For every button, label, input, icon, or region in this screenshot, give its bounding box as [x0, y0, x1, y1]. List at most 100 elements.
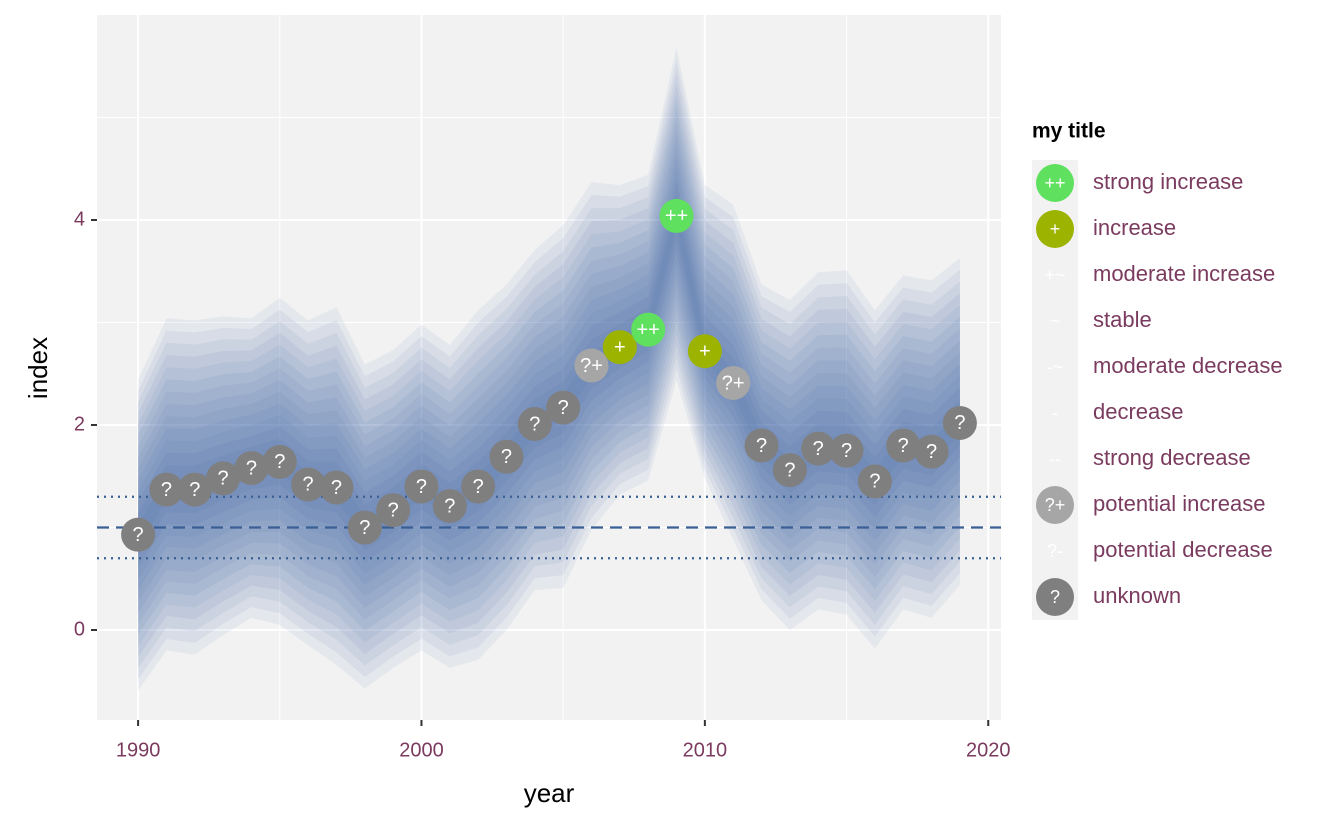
point-label: ? [756, 435, 767, 457]
point-label: ? [359, 517, 370, 539]
point-label: ? [218, 468, 229, 490]
point [376, 493, 411, 528]
point [319, 470, 354, 505]
fan-shade [138, 83, 960, 658]
legend-label: increase [1093, 215, 1176, 240]
x-tick-label: 1990 [116, 739, 161, 761]
point [489, 439, 524, 474]
point [857, 464, 892, 499]
point-label: ? [898, 435, 909, 457]
legend-symbol: -- [1049, 449, 1061, 469]
fan-shade [138, 71, 960, 669]
legend-key [1036, 578, 1074, 616]
point [461, 469, 496, 504]
point-label: ? [416, 476, 427, 498]
legend-label: moderate decrease [1093, 353, 1283, 378]
point-label: ? [133, 524, 144, 546]
x-tick-label: 2000 [399, 739, 444, 761]
fan-shade [138, 179, 960, 569]
y-tick-label: 0 [74, 618, 85, 640]
legend-label: strong increase [1093, 169, 1243, 194]
point [517, 406, 552, 441]
point [744, 428, 779, 463]
point-label: ? [331, 477, 342, 499]
legend-symbol: ?+ [1045, 495, 1066, 515]
point [687, 334, 722, 369]
legend-label: decrease [1093, 399, 1184, 424]
point [404, 469, 439, 504]
legend-symbol: -~ [1047, 357, 1064, 377]
legend-symbol: ?- [1047, 541, 1063, 561]
point-label: ? [473, 476, 484, 498]
fan-shade [138, 59, 960, 680]
point [716, 365, 751, 400]
point [631, 312, 666, 347]
point [234, 451, 269, 486]
point [347, 510, 382, 545]
point-label: ? [189, 479, 200, 501]
x-tick-label: 2020 [966, 739, 1011, 761]
point [177, 472, 212, 507]
point [432, 488, 467, 523]
legend-symbol: - [1052, 403, 1058, 423]
point-label: ? [444, 495, 455, 517]
point [574, 348, 609, 383]
point-label: ? [841, 440, 852, 462]
x-axis-title: year [524, 778, 575, 808]
legend-title: my title [1032, 120, 1106, 143]
point [291, 467, 326, 502]
point-label: ? [161, 479, 172, 501]
legend-label: potential increase [1093, 491, 1265, 516]
legend-label: potential decrease [1093, 537, 1273, 562]
legend-label: stable [1093, 307, 1152, 332]
legend-symbol: ++ [1044, 173, 1065, 193]
legend-key [1036, 164, 1074, 202]
legend-symbol: + [1050, 219, 1061, 239]
point [602, 330, 637, 365]
point-label: ? [558, 397, 569, 419]
fan-shade [138, 107, 960, 635]
point [149, 472, 184, 507]
point [772, 453, 807, 488]
panel [97, 15, 1001, 720]
point [262, 444, 297, 479]
point-label: ? [303, 474, 314, 496]
legend-label: moderate increase [1093, 261, 1275, 286]
point-label: ? [274, 451, 285, 473]
point [659, 198, 694, 233]
legend-label: strong decrease [1093, 445, 1251, 470]
fan-shade [138, 95, 960, 646]
point [886, 428, 921, 463]
point-label: ? [784, 459, 795, 481]
point-label: ?+ [580, 355, 603, 377]
point-label: ? [813, 438, 824, 460]
legend-symbol: +~ [1044, 265, 1065, 285]
point-label: ? [388, 499, 399, 521]
point [942, 405, 977, 440]
point [206, 461, 241, 496]
point [546, 390, 581, 425]
y-axis-title: index [23, 337, 53, 399]
legend-symbol: ? [1050, 587, 1060, 607]
legend-symbol: ~ [1050, 311, 1061, 331]
point-label: ++ [665, 205, 688, 227]
legend-label: unknown [1093, 583, 1181, 608]
point-label: ? [501, 446, 512, 468]
legend-key [1036, 486, 1074, 524]
y-tick-label: 2 [74, 413, 85, 435]
point [801, 431, 836, 466]
legend-key [1036, 210, 1074, 248]
point [914, 434, 949, 469]
point-label: ? [954, 412, 965, 434]
point-label: ? [529, 413, 540, 435]
point-label: ? [246, 457, 257, 479]
point-label: ?+ [722, 372, 745, 394]
point-label: ? [926, 441, 937, 463]
x-tick-label: 2010 [683, 739, 728, 761]
point [829, 433, 864, 468]
confidence-band [138, 47, 960, 691]
y-tick-label: 4 [74, 208, 85, 230]
point [121, 517, 156, 552]
point-label: + [614, 336, 626, 358]
